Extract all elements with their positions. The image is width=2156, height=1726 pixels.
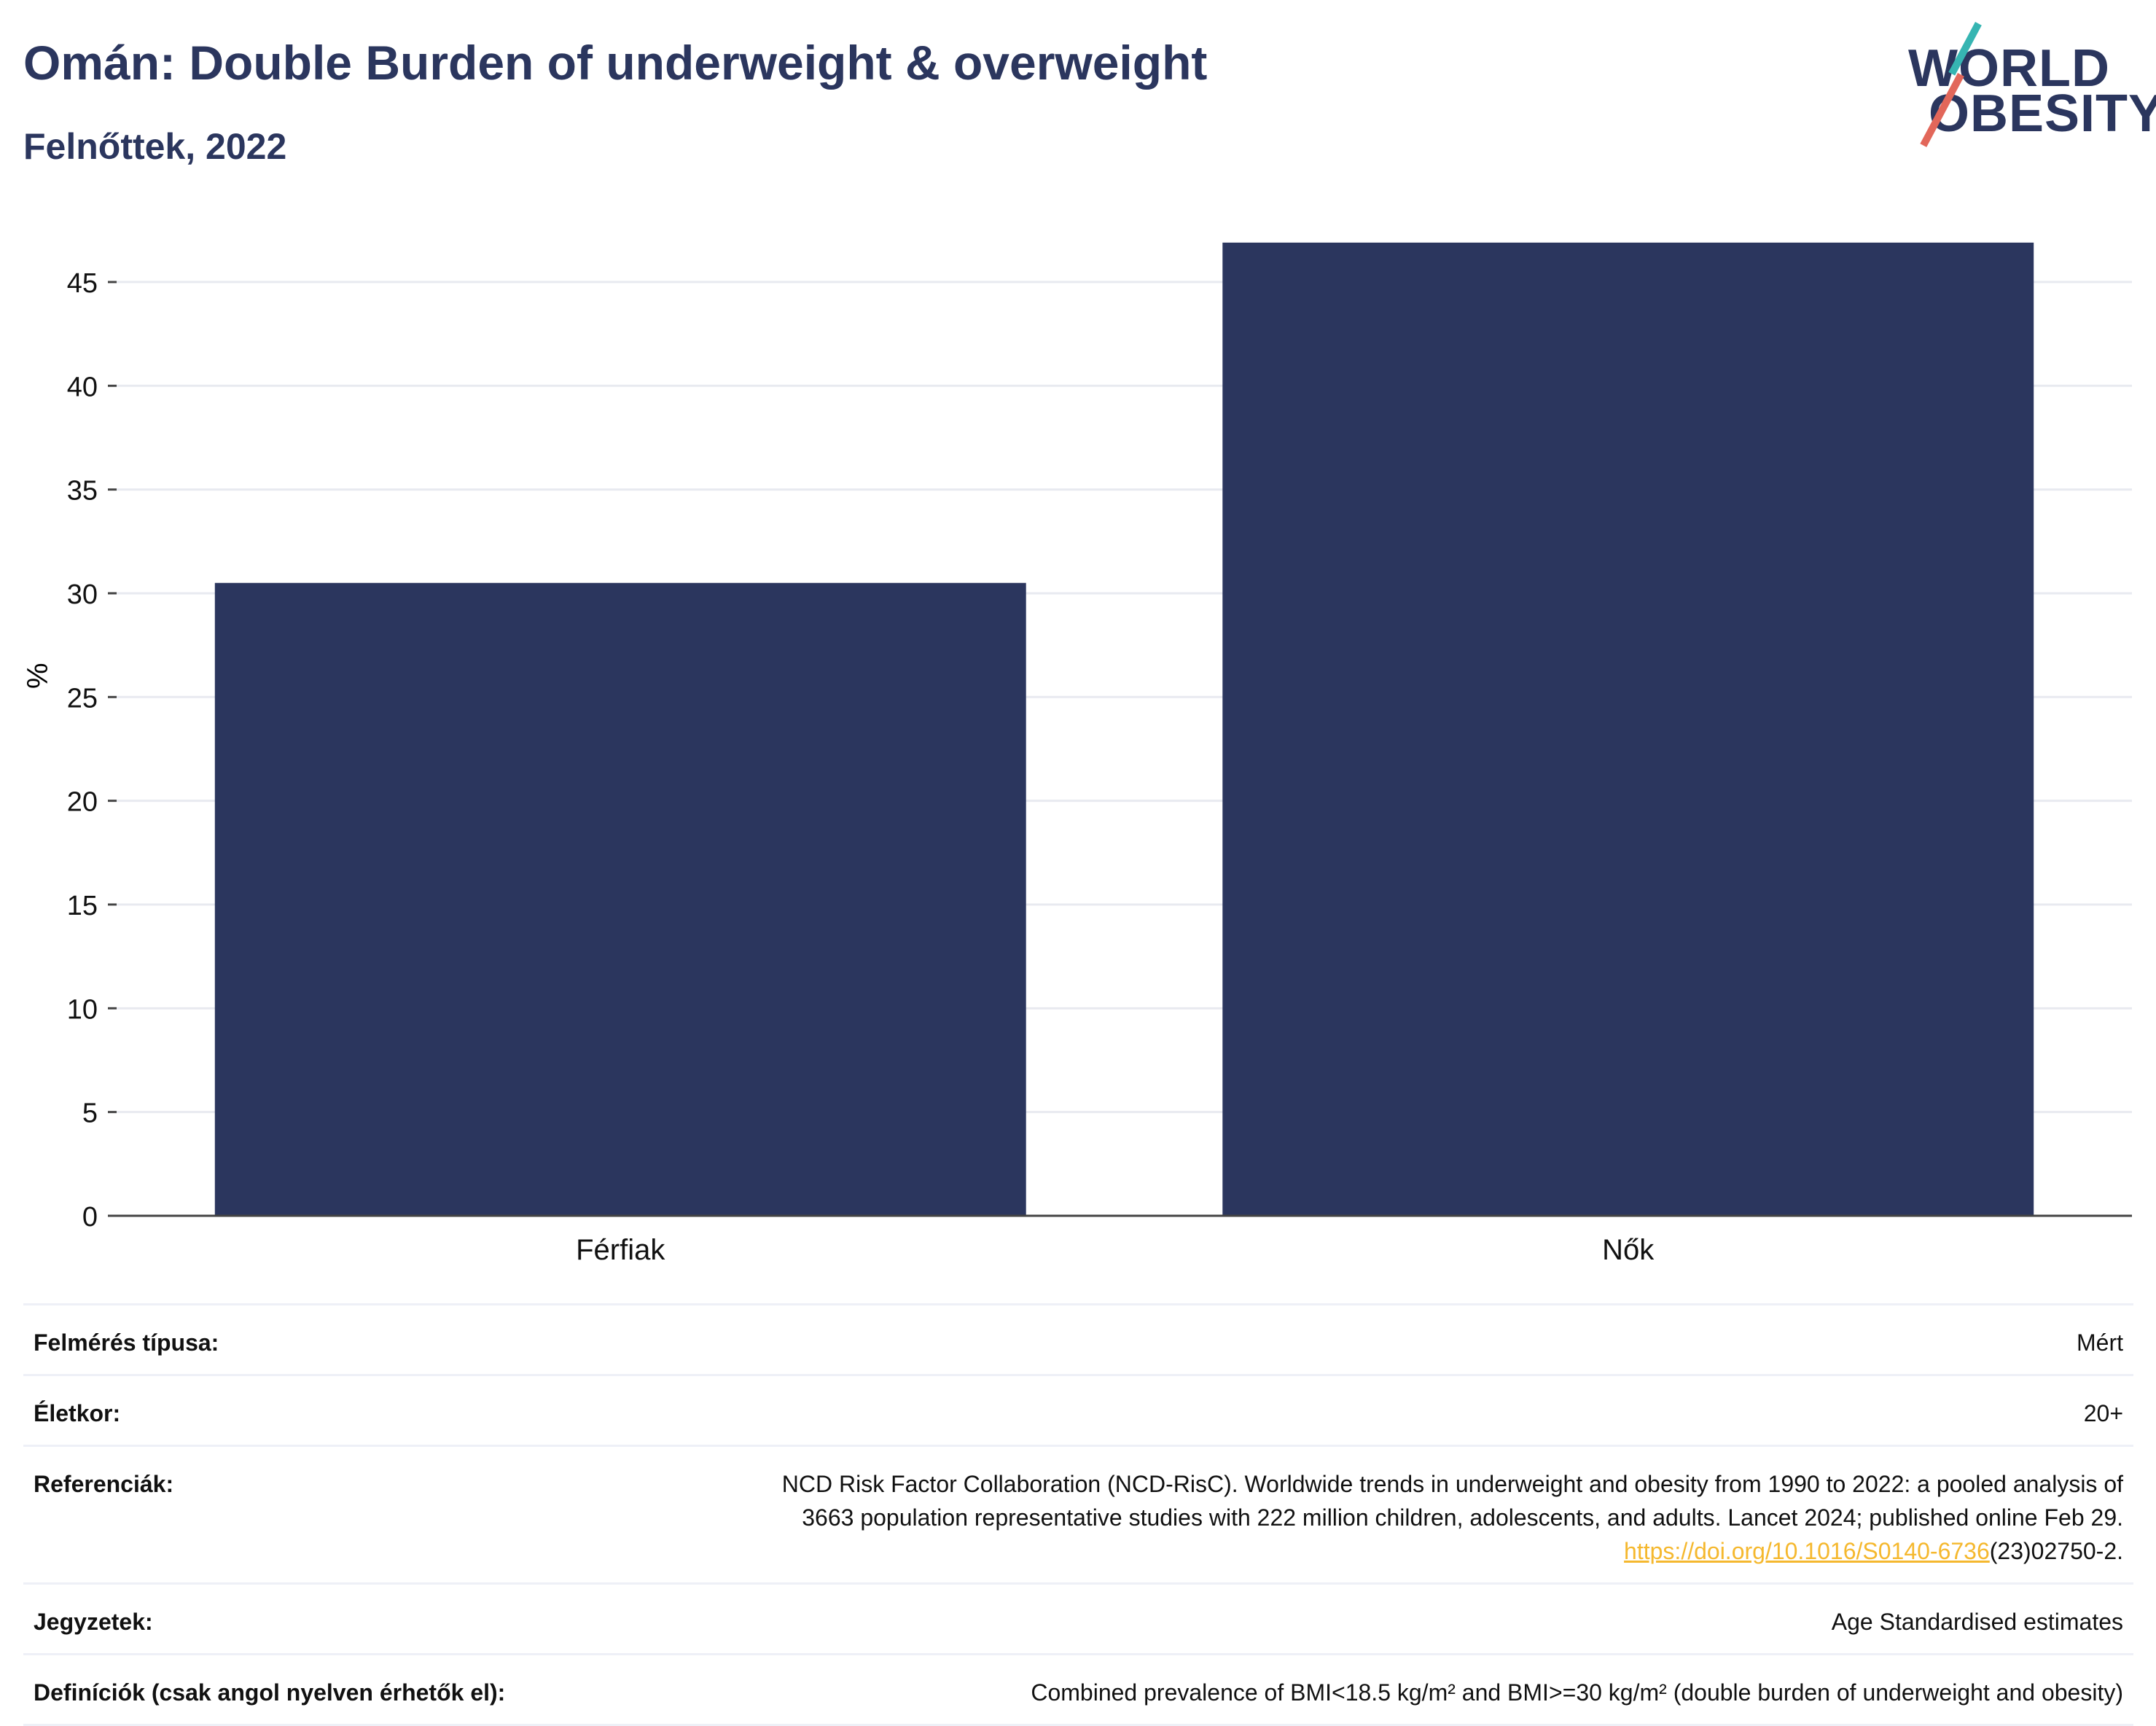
reference-line-2: 3663 population representative studies w… [802, 1504, 2123, 1531]
reference-doi-link[interactable]: https://doi.org/10.1016/S0140-6736 [1624, 1538, 1990, 1564]
y-axis-title: % [22, 663, 54, 689]
info-table: Felmérés típusa: Mért Életkor: 20+ Refer… [23, 1303, 2133, 1726]
y-axis-ticks: 0 5 10 15 20 25 30 35 40 45 [67, 268, 117, 1233]
chart-subtitle: Felnőttek, 2022 [23, 126, 287, 167]
info-row-survey-type: Felmérés típusa: Mért [23, 1303, 2133, 1374]
x-tick-label: Nők [1602, 1234, 1655, 1266]
x-tick-label: Férfiak [576, 1234, 665, 1266]
info-row-definitions: Definíciók (csak angol nyelven érhetők e… [23, 1653, 2133, 1726]
info-label: Jegyzetek: [34, 1609, 153, 1635]
bar-ferfiak[interactable] [214, 582, 1026, 1216]
bar-chart: 0 5 10 15 20 25 30 35 40 45 Férfiak Nők [67, 242, 2132, 1266]
info-value: Age Standardised estimates [1831, 1609, 2123, 1635]
info-row-references: Referenciák: NCD Risk Factor Collaborati… [23, 1445, 2133, 1582]
info-row-notes: Jegyzetek: Age Standardised estimates [23, 1582, 2133, 1653]
info-value: Mért [2077, 1329, 2123, 1356]
chart-title: Omán: Double Burden of underweight & ove… [23, 36, 1208, 90]
y-tick-label: 10 [67, 994, 98, 1025]
y-tick-label: 15 [67, 891, 98, 921]
info-value: 20+ [2083, 1400, 2123, 1426]
y-tick-label: 20 [67, 787, 98, 818]
reference-doi-suffix: (23)02750-2. [1989, 1538, 2123, 1564]
info-value: Combined prevalence of BMI<18.5 kg/m² an… [1031, 1679, 2123, 1706]
info-label: Életkor: [34, 1400, 121, 1426]
logo-text-obesity: OBESITY [1929, 85, 2156, 143]
y-tick-label: 45 [67, 268, 98, 299]
x-axis-ticks: Férfiak Nők [576, 1234, 1655, 1266]
y-tick-label: 35 [67, 476, 98, 507]
info-label: Definíciók (csak angol nyelven érhetők e… [34, 1679, 506, 1706]
reference-line-1: NCD Risk Factor Collaboration (NCD-RisC)… [781, 1471, 2123, 1497]
info-value: NCD Risk Factor Collaboration (NCD-RisC)… [173, 1467, 2123, 1568]
bar-nok[interactable] [1222, 242, 2034, 1216]
info-label: Referenciák: [34, 1471, 174, 1497]
chart-bars [214, 242, 2034, 1216]
y-tick-label: 40 [67, 372, 98, 402]
y-tick-label: 30 [67, 579, 98, 610]
y-tick-label: 25 [67, 683, 98, 714]
y-tick-label: 5 [82, 1098, 98, 1129]
info-label: Felmérés típusa: [34, 1329, 219, 1356]
logo-text-world: WORLD [1908, 39, 2110, 98]
info-row-age: Életkor: 20+ [23, 1374, 2133, 1445]
y-tick-label: 0 [82, 1202, 98, 1233]
